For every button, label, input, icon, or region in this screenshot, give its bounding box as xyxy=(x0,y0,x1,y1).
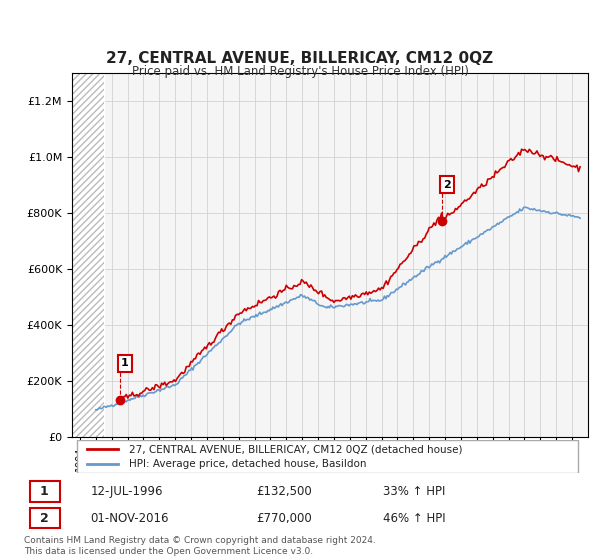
Text: 2: 2 xyxy=(443,180,451,190)
Bar xyxy=(72,73,104,437)
Text: £132,500: £132,500 xyxy=(256,485,311,498)
Text: £770,000: £770,000 xyxy=(256,512,311,525)
Text: 27, CENTRAL AVENUE, BILLERICAY, CM12 0QZ (detached house): 27, CENTRAL AVENUE, BILLERICAY, CM12 0QZ… xyxy=(129,444,462,454)
FancyBboxPatch shape xyxy=(29,508,60,528)
Text: 33% ↑ HPI: 33% ↑ HPI xyxy=(383,485,445,498)
Text: HPI: Average price, detached house, Basildon: HPI: Average price, detached house, Basi… xyxy=(129,459,366,469)
FancyBboxPatch shape xyxy=(77,440,578,473)
Text: 12-JUL-1996: 12-JUL-1996 xyxy=(90,485,163,498)
Text: 2: 2 xyxy=(40,512,49,525)
Text: 1: 1 xyxy=(40,485,49,498)
Bar xyxy=(72,73,104,437)
Text: 1: 1 xyxy=(121,358,129,368)
Text: 46% ↑ HPI: 46% ↑ HPI xyxy=(383,512,445,525)
Text: 01-NOV-2016: 01-NOV-2016 xyxy=(90,512,169,525)
Text: 27, CENTRAL AVENUE, BILLERICAY, CM12 0QZ: 27, CENTRAL AVENUE, BILLERICAY, CM12 0QZ xyxy=(106,52,494,66)
Text: Price paid vs. HM Land Registry's House Price Index (HPI): Price paid vs. HM Land Registry's House … xyxy=(131,65,469,78)
Text: Contains HM Land Registry data © Crown copyright and database right 2024.
This d: Contains HM Land Registry data © Crown c… xyxy=(24,536,376,556)
FancyBboxPatch shape xyxy=(29,482,60,502)
